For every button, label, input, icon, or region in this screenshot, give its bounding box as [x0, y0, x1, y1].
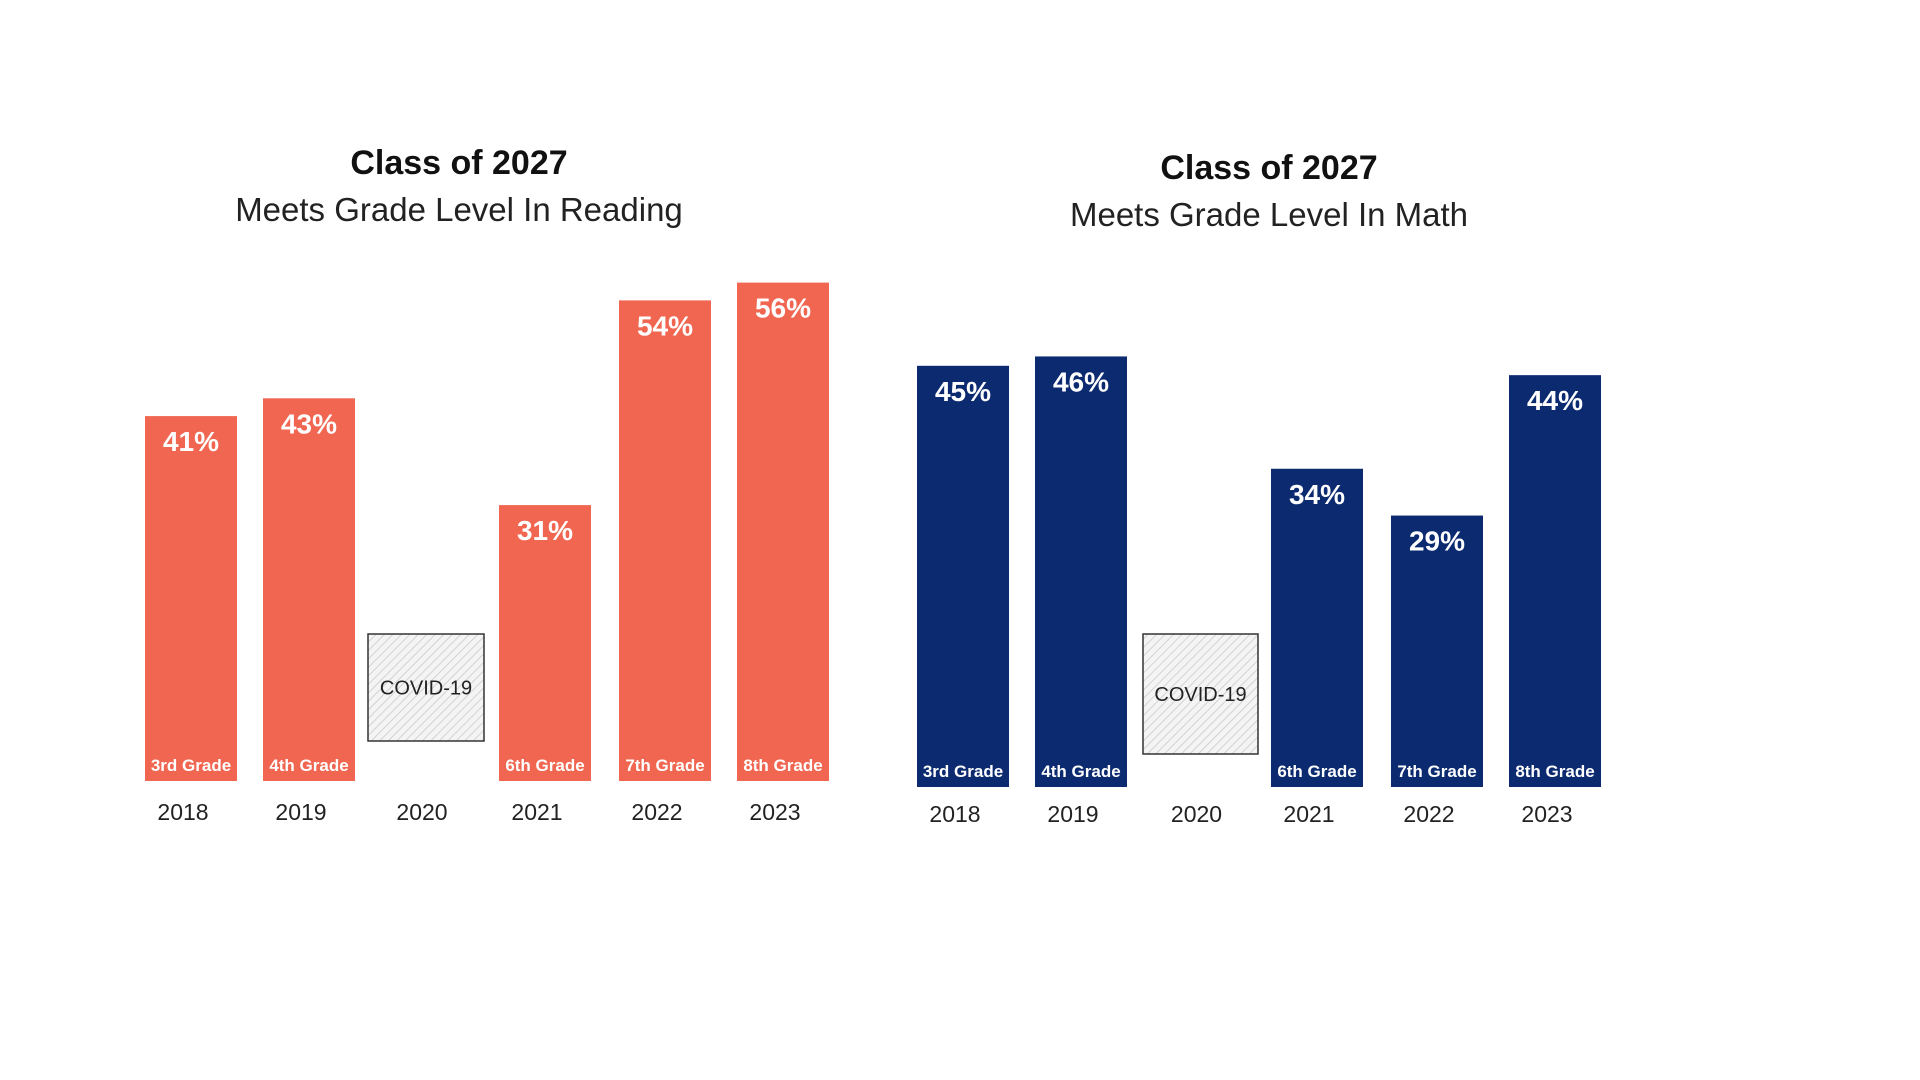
chart-subtitle: Meets Grade Level In Math [1070, 196, 1468, 233]
covid-placeholder-box [1142, 633, 1259, 755]
bar-2019 [1035, 356, 1127, 787]
bar-grade-label: 3rd Grade [923, 762, 1003, 781]
bar-grade-label: 7th Grade [625, 756, 704, 775]
covid-label: COVID-19 [380, 678, 472, 700]
bar-2018 [917, 365, 1009, 787]
bar-grade-label: 7th Grade [1397, 762, 1476, 781]
bar-value-label: 54% [637, 310, 693, 341]
x-tick-label: 2021 [1283, 801, 1334, 827]
bar-value-label: 43% [281, 408, 337, 439]
x-tick-label: 2021 [511, 799, 562, 825]
bar-grade-label: 4th Grade [1041, 762, 1120, 781]
bar-2023 [1509, 375, 1601, 787]
x-tick-label: 2020 [396, 799, 447, 825]
covid-placeholder-box [367, 633, 485, 742]
x-tick-label: 2018 [929, 801, 980, 827]
bar-2021 [1271, 468, 1363, 787]
covid-label: COVID-19 [1154, 684, 1246, 706]
bar-grade-label: 8th Grade [743, 756, 822, 775]
bar-value-label: 31% [517, 515, 573, 546]
x-tick-label: 2023 [1521, 801, 1572, 827]
bar-value-label: 34% [1289, 479, 1345, 510]
bar-grade-label: 8th Grade [1515, 762, 1594, 781]
bar-value-label: 41% [163, 426, 219, 457]
bar-2022 [1391, 515, 1483, 787]
bar-value-label: 45% [935, 376, 991, 407]
chart-title: Class of 2027 [1160, 149, 1377, 187]
bar-value-label: 46% [1053, 366, 1109, 397]
x-tick-label: 2022 [631, 799, 682, 825]
bar-grade-label: 4th Grade [269, 756, 348, 775]
bar-grade-label: 6th Grade [1277, 762, 1356, 781]
bar-grade-label: 6th Grade [505, 756, 584, 775]
x-tick-label: 2022 [1403, 801, 1454, 827]
chart-title: Class of 2027 [350, 144, 567, 182]
x-tick-label: 2020 [1171, 801, 1222, 827]
bar-2022 [619, 300, 711, 781]
x-tick-label: 2018 [157, 799, 208, 825]
x-tick-label: 2019 [275, 799, 326, 825]
bar-2018 [145, 416, 237, 781]
x-tick-label: 2023 [749, 799, 800, 825]
bar-2021 [499, 505, 591, 781]
bar-value-label: 56% [755, 293, 811, 324]
bar-2023 [737, 282, 829, 781]
chart-subtitle: Meets Grade Level In Reading [235, 191, 683, 228]
bar-value-label: 29% [1409, 526, 1465, 557]
bar-value-label: 44% [1527, 385, 1583, 416]
x-tick-label: 2019 [1047, 801, 1098, 827]
bar-grade-label: 3rd Grade [151, 756, 231, 775]
bar-2019 [263, 398, 355, 781]
